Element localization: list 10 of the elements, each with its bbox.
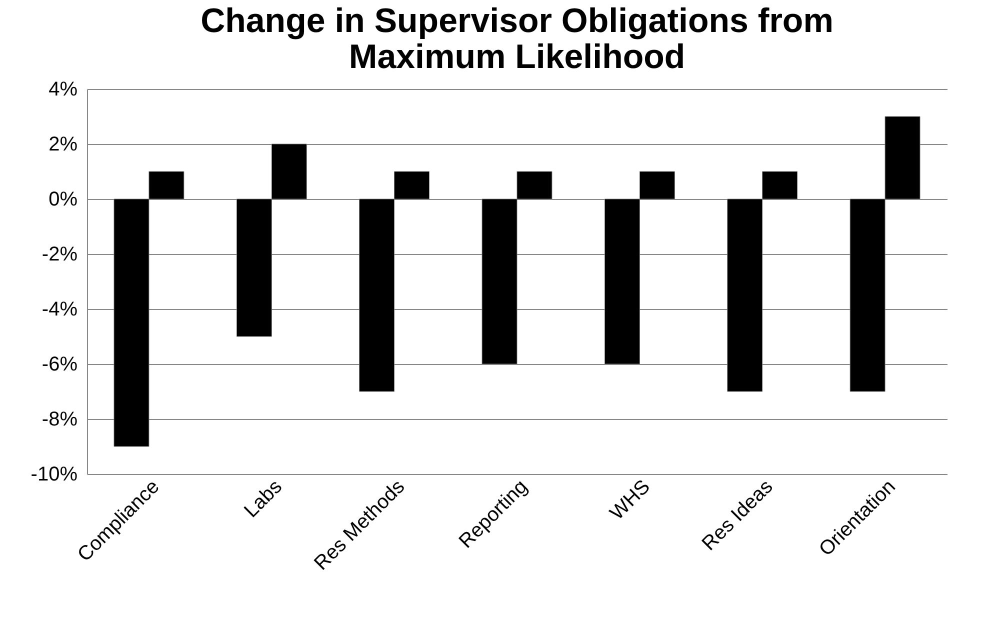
y-tick-label: -10% bbox=[30, 464, 78, 486]
y-tick-label: -8% bbox=[42, 408, 78, 430]
y-tick-label: 2% bbox=[48, 134, 78, 156]
y-tick-label: -2% bbox=[42, 244, 78, 266]
y-tick-label: -6% bbox=[42, 354, 78, 376]
text: Maximum Likelihood bbox=[348, 38, 686, 76]
text: Change in Supervisor Obligations from bbox=[200, 2, 834, 40]
y-tick-label: 0% bbox=[48, 188, 78, 210]
y-tick-label: 4% bbox=[48, 78, 78, 100]
y-tick-label: -4% bbox=[42, 298, 78, 320]
